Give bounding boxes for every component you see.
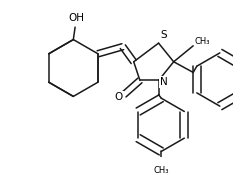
Text: N: N	[160, 77, 168, 87]
Text: CH₃: CH₃	[194, 37, 210, 46]
Text: O: O	[115, 92, 123, 102]
Text: CH₃: CH₃	[153, 166, 169, 175]
Text: OH: OH	[68, 13, 84, 23]
Text: S: S	[161, 30, 167, 40]
